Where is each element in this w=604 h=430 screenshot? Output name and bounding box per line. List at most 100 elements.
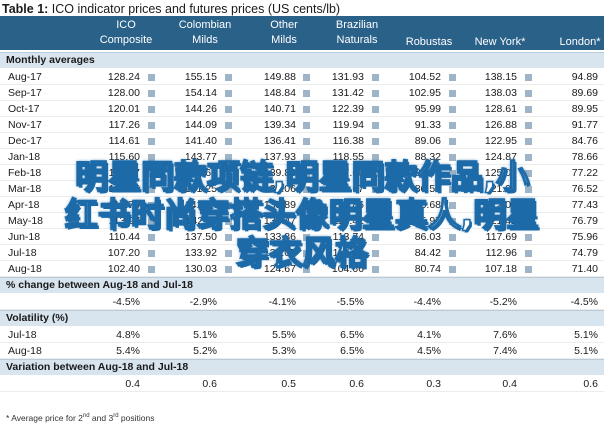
row-label: Aug-18 bbox=[8, 345, 42, 357]
cell-bar-marker bbox=[525, 74, 532, 81]
table-cell: 91.33 bbox=[414, 119, 441, 131]
cell-bar-marker bbox=[303, 234, 310, 241]
cell-bar-marker bbox=[225, 186, 232, 193]
cell-bar-marker bbox=[449, 154, 456, 161]
table-row: Jan-18 115.60 143.77 137.93 118.55 88.32 124.8… bbox=[0, 149, 604, 165]
cell-bar-marker bbox=[372, 234, 379, 241]
table-cell: 155.15 bbox=[184, 71, 217, 83]
table-cell: 102.40 bbox=[107, 263, 140, 275]
table-cell: 136.41 bbox=[263, 135, 296, 147]
table-cell: 104.52 bbox=[408, 71, 441, 83]
table-cell: 71.40 bbox=[571, 263, 598, 275]
cell-bar-marker bbox=[148, 138, 155, 145]
cell-bar-marker bbox=[449, 138, 456, 145]
table-row: Mar-18 113.75 141.25 136.06 113.67 86.58 121.9… bbox=[0, 181, 604, 197]
section-header: Variation between Aug-18 and Jul-18 bbox=[0, 359, 604, 375]
table-cell: 141.40 bbox=[184, 135, 217, 147]
section-title: Volatility (%) bbox=[6, 312, 69, 324]
cell-bar-marker bbox=[449, 234, 456, 241]
table-cell: 126.88 bbox=[484, 119, 517, 131]
table-cell: 128.00 bbox=[107, 87, 140, 99]
table-cell: 89.69 bbox=[571, 87, 598, 99]
cell-bar-marker bbox=[525, 122, 532, 129]
table-cell: -4.4% bbox=[413, 296, 441, 308]
table-cell: 6.5% bbox=[340, 329, 364, 341]
table-cell: 135.89 bbox=[263, 199, 296, 211]
cell-bar-marker bbox=[148, 122, 155, 129]
cell-bar-marker bbox=[148, 106, 155, 113]
table-cell: 121.95 bbox=[484, 183, 517, 195]
table-cell: 113.74 bbox=[332, 231, 364, 243]
cell-bar-marker bbox=[525, 186, 532, 193]
cell-bar-marker bbox=[449, 218, 456, 225]
table-cell: 114.86 bbox=[332, 199, 364, 211]
cell-bar-marker bbox=[372, 202, 379, 209]
table-cell: 136.06 bbox=[263, 183, 296, 195]
table-row: Jun-18 110.44 137.50 133.86 113.74 86.03 117.6… bbox=[0, 229, 604, 245]
table-cell: 85.97 bbox=[414, 215, 441, 227]
table-cell: 116.37 bbox=[108, 167, 140, 179]
column-header: ICO Composite bbox=[86, 16, 166, 50]
cell-bar-marker bbox=[225, 250, 232, 257]
table-cell: -2.9% bbox=[189, 296, 217, 308]
table-cell: 110.20 bbox=[332, 247, 364, 259]
column-header-line-1: Brazilian bbox=[335, 19, 379, 31]
table-row: Jul-18 107.20 133.92 130.05 110.20 84.42 112.9… bbox=[0, 245, 604, 261]
cell-bar-marker bbox=[449, 122, 456, 129]
table-title: Table 1: ICO indicator prices and future… bbox=[2, 2, 341, 16]
column-header: London* bbox=[540, 16, 604, 50]
row-label: Jun-18 bbox=[8, 231, 41, 243]
table-cell: 0.6 bbox=[349, 378, 364, 390]
table-cell: 7.6% bbox=[493, 329, 517, 341]
cell-bar-marker bbox=[225, 122, 232, 129]
table-cell: 75.96 bbox=[571, 231, 598, 243]
column-header-line-2: Naturals bbox=[336, 34, 378, 46]
table-cell: 131.42 bbox=[331, 87, 364, 99]
section-title: Variation between Aug-18 and Jul-18 bbox=[6, 361, 189, 373]
column-header-line-2: London* bbox=[559, 36, 601, 48]
table-cell: 136.47 bbox=[263, 215, 296, 227]
table-cell: 117.66 bbox=[332, 167, 364, 179]
table-row: -4.5% -2.9% -4.1% -5.5% -4.4% -5.2% -4.5% bbox=[0, 294, 604, 310]
cell-bar-marker bbox=[372, 218, 379, 225]
cell-bar-marker bbox=[449, 266, 456, 273]
table-cell: 125.02 bbox=[484, 167, 517, 179]
cell-bar-marker bbox=[225, 138, 232, 145]
table-cell: 154.14 bbox=[184, 87, 217, 99]
table-cell: 0.6 bbox=[202, 378, 217, 390]
table-cell: 112.96 bbox=[485, 247, 517, 259]
column-header: Robustas bbox=[389, 16, 469, 50]
table-cell: 120.01 bbox=[107, 103, 140, 115]
table-cell: 138.15 bbox=[484, 71, 517, 83]
cell-bar-marker bbox=[449, 186, 456, 193]
cell-bar-marker bbox=[225, 90, 232, 97]
table-cell: 117.26 bbox=[108, 119, 140, 131]
row-label: Feb-18 bbox=[8, 167, 42, 179]
table-cell: 0.4 bbox=[125, 378, 140, 390]
table-cell: 140.71 bbox=[263, 103, 296, 115]
column-header-bar: ICO Composite Colombian Milds Other Milds Braz… bbox=[0, 16, 604, 50]
column-header-line-2: New York* bbox=[474, 36, 526, 48]
table-row: Jul-18 4.8% 5.1% 5.5% 6.5% 4.1% 7.6% 5.1% bbox=[0, 327, 604, 343]
table-cell: 76.79 bbox=[571, 215, 598, 227]
table-cell: 0.3 bbox=[426, 378, 441, 390]
table-cell: 124.67 bbox=[263, 263, 296, 275]
cell-bar-marker bbox=[148, 234, 155, 241]
cell-bar-marker bbox=[303, 202, 310, 209]
table-cell: 0.4 bbox=[502, 378, 517, 390]
cell-bar-marker bbox=[303, 138, 310, 145]
row-label: Nov-17 bbox=[8, 119, 42, 131]
table-cell: 121.42 bbox=[484, 215, 517, 227]
table-cell: 122.39 bbox=[331, 103, 364, 115]
table-row: Aug-17 128.24 155.15 149.88 131.93 104.52 138.… bbox=[0, 69, 604, 85]
table-cell: 78.66 bbox=[571, 151, 598, 163]
section-title: Monthly averages bbox=[6, 54, 95, 66]
table-row: Nov-17 117.26 144.09 139.34 119.94 91.33 126.8… bbox=[0, 117, 604, 133]
cell-bar-marker bbox=[449, 74, 456, 81]
column-header: New York* bbox=[460, 16, 540, 50]
table-cell: 139.34 bbox=[263, 119, 296, 131]
table-cell: 88.32 bbox=[414, 151, 441, 163]
table-cell: 110.44 bbox=[108, 231, 140, 243]
cell-bar-marker bbox=[148, 186, 155, 193]
table-cell: 84.42 bbox=[414, 247, 441, 259]
